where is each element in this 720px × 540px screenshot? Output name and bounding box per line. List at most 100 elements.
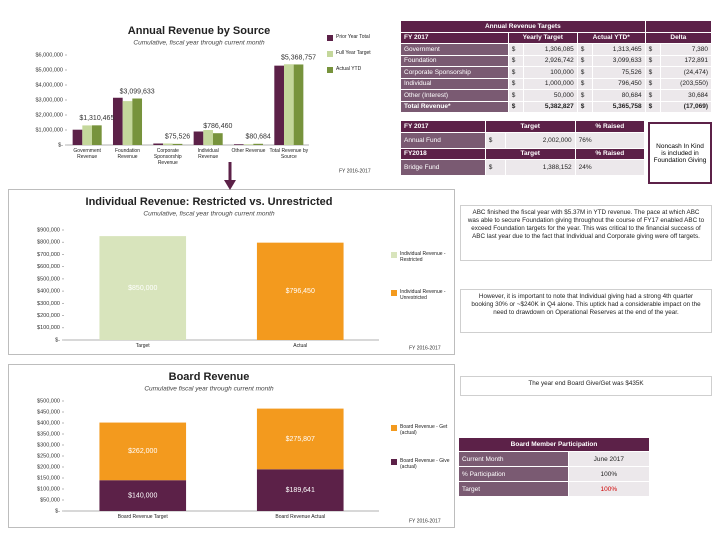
legend-label-box: Board Revenue - Get (actual) [400, 424, 448, 436]
table-cell: % Raised [574, 147, 646, 160]
table-cell: % Raised [574, 120, 646, 133]
bar [233, 144, 244, 145]
x-tick-label-box: Board Revenue Target [118, 514, 168, 520]
funds-table: FY 2017 Target% Raised Annual Fund $2,002,0… [400, 120, 646, 176]
x-tick-label: Other Revenue [231, 148, 266, 154]
table-cell: Target [484, 120, 576, 133]
table-cell: 796,450 [592, 77, 646, 90]
table-cell: % Participation [458, 466, 569, 482]
x-tick-label-box: Government Revenue [73, 148, 101, 160]
note-text: The year end Board Give/Get was $435K [528, 380, 644, 387]
y-tick-label: $2,000,000 [35, 112, 63, 118]
table-cell: 100% [567, 466, 651, 482]
table-cell: 7,380 [660, 43, 712, 56]
table-cell: Government [400, 43, 509, 56]
x-tick-label-box: Board Revenue Actual [275, 514, 325, 520]
table-row: Total Revenue* $5,382,827 $5,365,758 $ (17,0… [400, 100, 712, 113]
table-row: Target 100% [458, 481, 651, 497]
table-cell: 3,099,633 [592, 54, 646, 67]
in-kind-note-text: Noncash In Kind is included in Foundatio… [653, 142, 707, 164]
bar [256, 242, 344, 340]
table-cell: 1,306,085 [523, 43, 578, 56]
legend-label: Individual Revenue - Restricted [400, 251, 446, 263]
table-cell: Current Month [458, 451, 569, 467]
arrow [224, 162, 236, 190]
bar [72, 129, 83, 145]
bar [256, 408, 344, 470]
legend-swatch [391, 459, 397, 465]
table-row: Other (Interest) $50,000 $80,684 $30,684 [400, 89, 712, 102]
header-cell: Yearly Target [507, 31, 578, 44]
table-cell: Bridge Fund [400, 159, 486, 176]
arrow-head [224, 180, 236, 190]
board-participation-table: Board Member Participation Current Month J… [458, 437, 651, 497]
table-cell: June 2017 [567, 451, 651, 467]
y-tick-label: $4,000,000 [35, 82, 63, 88]
chart-footer: FY 2016-2017 [409, 345, 441, 351]
table-cell: 172,891 [660, 54, 712, 67]
table-cell: Target [484, 147, 576, 160]
legend-label: Actual YTD [336, 66, 362, 72]
table-cell: 5,365,758 [592, 100, 646, 113]
bar [99, 480, 187, 511]
table-cell: $ [507, 54, 525, 67]
chart-subtitle: Cumulative, fiscal year through current … [143, 211, 275, 218]
y-tick-label: $450,000 [37, 409, 60, 415]
x-tick-label: Individual Revenue [197, 148, 219, 160]
table-cell: $ [507, 43, 525, 56]
x-tick-label: Total Revenue by Source [269, 148, 309, 160]
chart-subtitle: Cumulative fiscal year through current m… [144, 386, 274, 393]
table-cell: (24,474) [660, 66, 712, 79]
table-cell: (203,550) [660, 77, 712, 90]
bar [153, 143, 163, 145]
individual-note: However, it is important to note that In… [460, 289, 712, 333]
bar [99, 236, 187, 340]
table-cell: 2,926,742 [523, 54, 578, 67]
x-tick-label-box: Actual [293, 343, 308, 349]
table-cell: 100,000 [523, 66, 578, 79]
bar [203, 130, 214, 145]
table-cell: 5,382,827 [523, 100, 578, 113]
y-tick-label: $- [58, 142, 63, 148]
legend-swatch [327, 51, 333, 57]
table-cell: Target [458, 481, 569, 497]
table-cell: $ [507, 66, 525, 79]
y-tick-label: $5,000,000 [35, 67, 63, 73]
y-tick-label: $100,000 [37, 325, 60, 331]
table-cell: $ [484, 131, 507, 149]
table-cell: 30,684 [660, 89, 712, 102]
revenue-by-source-chart: Annual Revenue by Source Cumulative, fisc… [8, 18, 390, 183]
bar [162, 143, 173, 145]
table-cell: Foundation [400, 54, 509, 67]
title-row: Annual Revenue Targets [400, 20, 713, 33]
y-tick-label: $350,000 [37, 431, 60, 437]
data-label: $75,526 [165, 134, 190, 141]
bar [293, 64, 304, 145]
legend-swatch [391, 425, 397, 431]
x-tick-label: Foundation Revenue [114, 148, 140, 160]
data-label: $3,099,633 [120, 88, 155, 95]
data-label: $786,460 [203, 123, 232, 130]
table-row: Current Month June 2017 [458, 451, 651, 467]
bar [172, 143, 183, 145]
y-tick-label: $800,000 [37, 240, 60, 246]
y-tick-label: $200,000 [37, 464, 60, 470]
data-label: $189,641 [286, 487, 315, 494]
table-cell: $ [576, 43, 594, 56]
y-tick-label: $6,000,000 [35, 52, 63, 58]
x-tick-label: Actual [293, 343, 308, 349]
bar [122, 101, 133, 145]
bar [256, 469, 344, 511]
y-tick-label: $50,000 [40, 497, 60, 503]
chart-subtitle: Cumulative, fiscal year through current … [133, 40, 265, 47]
table-cell: Individual [400, 77, 509, 90]
table-cell: $ [576, 66, 594, 79]
table-row: Individual $1,000,000 $796,450 $ (203,550) [400, 77, 712, 90]
table-cell: $ [644, 77, 662, 90]
legend-label: Board Revenue - Get (actual) [400, 424, 448, 436]
bar [253, 143, 264, 145]
table-cell: $ [576, 77, 594, 90]
legend-label-box: Prior Year Total [336, 34, 370, 40]
legend-label-box: Actual YTD [336, 66, 362, 72]
